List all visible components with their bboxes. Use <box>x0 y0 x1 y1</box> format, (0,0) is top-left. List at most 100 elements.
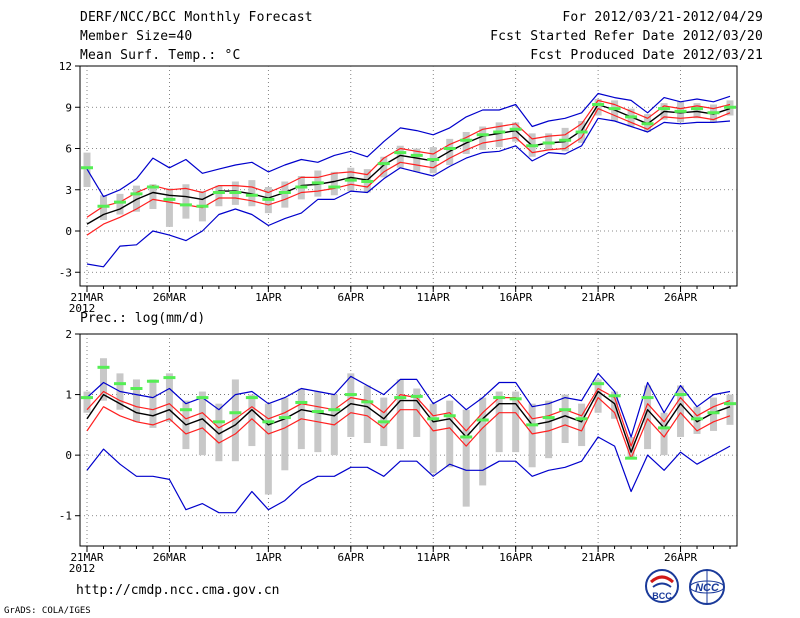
range-bar <box>512 391 520 453</box>
range-bar <box>528 403 536 468</box>
range-bar <box>281 181 289 208</box>
x-tick-label: 1APR <box>255 551 282 564</box>
range-bar <box>165 373 173 422</box>
x-tick-label: 11APR <box>417 551 450 564</box>
range-bar <box>594 99 602 116</box>
range-bar <box>363 385 371 444</box>
range-bar <box>479 397 487 486</box>
range-bar <box>198 391 206 456</box>
range-bar <box>693 103 701 119</box>
x-year-label: 2012 <box>69 302 96 315</box>
forecast-start-date: Fcst Started Refer Date 2012/03/20 <box>490 29 763 44</box>
x-tick-label: 16APR <box>499 551 532 564</box>
x-year-label: 2012 <box>69 562 96 575</box>
plot-frame <box>79 65 738 287</box>
y-tick-label: 0 <box>65 449 72 462</box>
footer-url[interactable]: http://cmdp.ncc.cma.gov.cn <box>76 583 280 598</box>
series-ensemble-min <box>86 117 731 268</box>
range-bar <box>281 397 289 471</box>
y-tick-label: 9 <box>65 101 72 114</box>
range-bar <box>330 171 338 196</box>
x-tick-label: 21APR <box>582 551 615 564</box>
range-bar <box>396 145 404 168</box>
y-tick-label: -1 <box>59 510 72 523</box>
y-tick-label: 1 <box>65 389 72 402</box>
range-bar <box>215 403 223 462</box>
bcc-logo-text: BCC <box>652 591 672 601</box>
range-bar <box>429 403 437 474</box>
range-bar <box>495 391 503 453</box>
ncc-logo-text: NCC <box>695 582 720 594</box>
x-tick-label: 11APR <box>417 291 450 304</box>
range-bar <box>396 379 404 450</box>
x-tick-label: 21MAR <box>70 291 103 304</box>
precip-panel-title: Prec.: log(mm/d) <box>80 311 205 326</box>
range-bar <box>726 394 734 425</box>
range-bar <box>165 188 173 227</box>
forecast-period: For 2012/03/21-2012/04/29 <box>562 10 763 25</box>
series-upper-ci <box>86 99 731 218</box>
range-bar <box>545 400 553 459</box>
series-ensemble-mean <box>86 103 731 225</box>
range-bar <box>182 184 190 219</box>
range-bar <box>215 185 223 207</box>
range-bar <box>462 409 470 507</box>
range-bar <box>644 385 652 450</box>
series-upper-ci <box>86 387 731 447</box>
plot-frame <box>79 333 738 547</box>
range-bar <box>627 436 635 459</box>
range-bar <box>149 379 157 428</box>
grads-credit: GrADS: COLA/IGES <box>4 606 91 616</box>
chart-title: DERF/NCC/BCC Monthly Forecast <box>80 10 313 25</box>
x-tick-label: 21APR <box>582 291 615 304</box>
range-bar <box>264 403 272 495</box>
range-bar <box>347 373 355 437</box>
range-bar <box>413 148 421 172</box>
range-bar <box>578 403 586 447</box>
x-tick-label: 21MAR <box>70 551 103 564</box>
x-tick-label: 26MAR <box>153 291 186 304</box>
range-bar <box>710 397 718 431</box>
bcc-logo: BCC <box>645 569 679 603</box>
y-tick-label: 0 <box>65 225 72 238</box>
panel-precipitation: -1 0 1 2 21MAR 26MAR 1APR 6APR 11APR 16APR 21APR 26… <box>59 328 738 575</box>
series-ensemble-min <box>86 436 731 514</box>
range-bar <box>677 385 685 437</box>
range-bar <box>660 412 668 456</box>
y-tick-label: 12 <box>59 60 72 73</box>
range-bar <box>248 394 256 447</box>
x-tick-label: 26APR <box>664 291 697 304</box>
range-bar <box>231 379 239 462</box>
range-bar <box>132 379 140 422</box>
x-tick-label: 26APR <box>664 551 697 564</box>
x-tick-label: 1APR <box>255 291 282 304</box>
variable-label: Mean Surf. Temp.: °C <box>80 48 241 63</box>
x-tick-label: 6APR <box>338 551 365 564</box>
forecast-produced-date: Fcst Produced Date 2012/03/21 <box>530 48 763 63</box>
x-tick-label: 26MAR <box>153 551 186 564</box>
range-bar <box>149 184 157 209</box>
series-ensemble-mean <box>86 390 731 453</box>
range-bar <box>512 122 520 142</box>
series-ensemble-max <box>86 372 731 438</box>
range-bar <box>446 400 454 468</box>
y-tick-label: 3 <box>65 184 72 197</box>
y-tick-label: 6 <box>65 143 72 156</box>
member-size-label: Member Size=40 <box>80 29 193 44</box>
range-bar <box>116 193 124 215</box>
y-tick-label: -3 <box>59 266 72 279</box>
range-bar <box>495 122 503 148</box>
y-tick-label: 2 <box>65 328 72 341</box>
range-bar <box>99 358 107 401</box>
range-bar <box>83 391 91 413</box>
range-bar <box>594 379 602 413</box>
series-lower-ci <box>86 107 731 236</box>
panel-temperature: -3 0 3 6 9 12 21MAR 26MAR 1APR 6APR 11APR 16APR 21AP… <box>59 60 738 315</box>
range-bar <box>693 406 701 434</box>
x-tick-label: 6APR <box>338 291 365 304</box>
series-lower-ci <box>86 397 731 459</box>
range-bar <box>561 394 569 444</box>
range-bar <box>479 126 487 150</box>
range-bar <box>413 388 421 437</box>
